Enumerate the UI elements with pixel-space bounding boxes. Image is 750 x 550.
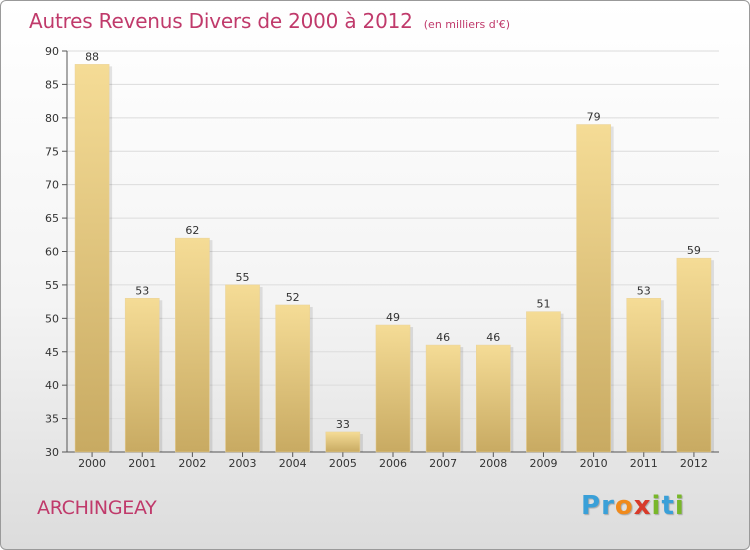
- brand-letter: o: [614, 491, 634, 521]
- y-tick-label: 90: [45, 45, 59, 58]
- x-tick-label: 2003: [229, 457, 257, 470]
- y-tick-label: 80: [45, 112, 59, 125]
- y-tick-label: 50: [45, 312, 59, 325]
- bar-2004: [275, 304, 310, 453]
- bar-2001: [124, 298, 160, 453]
- value-label: 51: [536, 298, 550, 311]
- y-tick-label: 40: [45, 379, 59, 392]
- y-tick-label: 85: [45, 78, 59, 91]
- value-label: 46: [486, 331, 500, 344]
- bar-2006: [375, 324, 411, 453]
- brand-letter: i: [674, 491, 685, 521]
- value-label: 46: [436, 331, 450, 344]
- bar-2012: [676, 257, 712, 453]
- value-label: 79: [587, 111, 601, 124]
- x-tick-label: 2002: [178, 457, 206, 470]
- brand-letter: x: [633, 491, 652, 521]
- bar-2000: [74, 64, 110, 453]
- y-tick-label: 45: [45, 346, 59, 359]
- x-tick-label: 2007: [429, 457, 457, 470]
- brand-letter: P: [581, 491, 602, 521]
- brand-letter: t: [661, 491, 675, 521]
- bar-2002: [175, 237, 210, 453]
- value-label: 52: [286, 291, 300, 304]
- value-label: 53: [135, 284, 149, 297]
- x-tick-label: 2010: [580, 457, 608, 470]
- bar-2005: [325, 431, 361, 453]
- title-block: Autres Revenus Divers de 2000 à 2012 (en…: [29, 9, 510, 33]
- y-tick-label: 55: [45, 279, 59, 292]
- value-label: 53: [637, 284, 651, 297]
- y-tick-label: 70: [45, 179, 59, 192]
- bars: [74, 64, 714, 453]
- x-tick-label: 2006: [379, 457, 407, 470]
- bar-2010: [576, 124, 611, 453]
- chart-title: Autres Revenus Divers de 2000 à 2012: [29, 9, 413, 33]
- bar-2008: [476, 344, 511, 453]
- value-label: 49: [386, 311, 400, 324]
- x-tick-label: 2012: [680, 457, 708, 470]
- x-tick-label: 2011: [630, 457, 658, 470]
- town-name: ARCHINGEAY: [37, 497, 157, 519]
- y-tick-label: 35: [45, 413, 59, 426]
- bar-2003: [225, 284, 260, 453]
- value-label: 88: [85, 50, 99, 63]
- x-tick-label: 2008: [479, 457, 507, 470]
- value-label: 59: [687, 244, 701, 257]
- brand-letter: r: [601, 491, 615, 521]
- labels: 30 35 40 45 50 55 60 65 70 75 80 85 90 88 2000 53 2001 62…: [45, 45, 708, 470]
- chart-subtitle: (en milliers d'€): [423, 18, 511, 31]
- bar-2007: [425, 344, 461, 453]
- bar-2009: [526, 311, 561, 453]
- bar-2011: [626, 298, 662, 453]
- x-tick-label: 2004: [279, 457, 307, 470]
- x-tick-label: 2000: [78, 457, 106, 470]
- x-tick-label: 2001: [128, 457, 156, 470]
- brand-letter: i: [651, 491, 662, 521]
- y-tick-label: 30: [45, 446, 59, 459]
- brand-logo: Proxiti: [581, 491, 685, 521]
- value-label: 33: [336, 418, 350, 431]
- x-tick-label: 2009: [529, 457, 557, 470]
- value-label: 62: [185, 224, 199, 237]
- value-label: 55: [236, 271, 250, 284]
- y-tick-label: 75: [45, 145, 59, 158]
- y-tick-label: 65: [45, 212, 59, 225]
- x-tick-label: 2005: [329, 457, 357, 470]
- y-tick-label: 60: [45, 246, 59, 259]
